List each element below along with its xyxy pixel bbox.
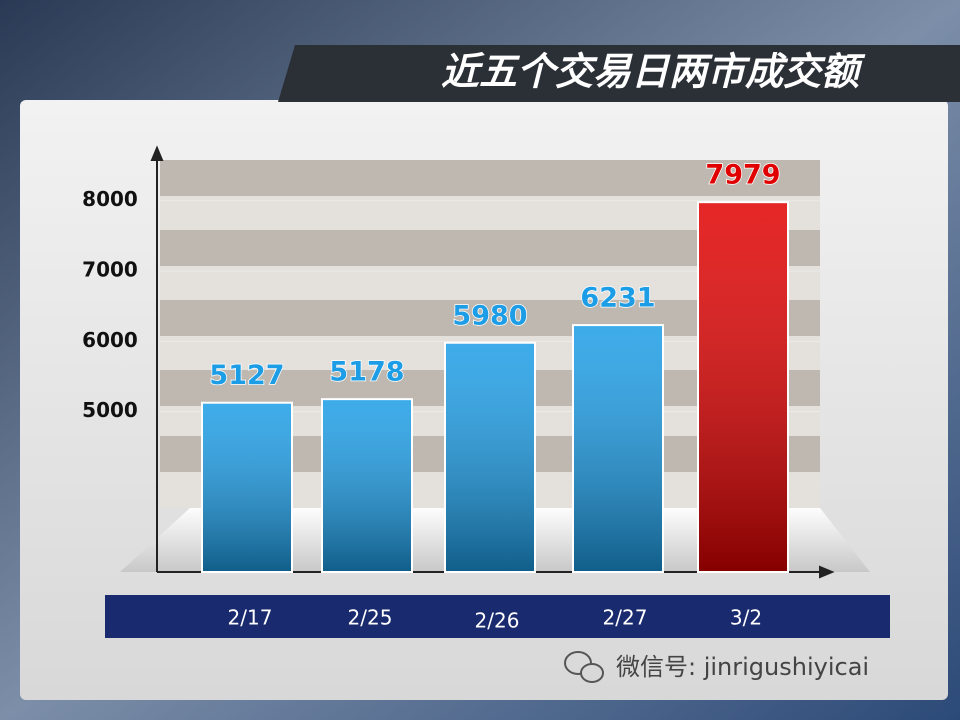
chart-title: 近五个交易日两市成交额 (441, 50, 866, 94)
x-tick-label: 2/17 (228, 606, 273, 630)
x-tick-label: 2/27 (603, 606, 648, 630)
value-label: 6231 (580, 283, 655, 314)
value-label: 7979 (705, 160, 780, 191)
y-tick-label: 6000 (82, 328, 138, 352)
bar-shade (574, 326, 662, 571)
y-tick-label: 7000 (82, 258, 138, 282)
value-label: 5980 (452, 300, 527, 331)
x-tick-label: 2/26 (475, 609, 520, 633)
bar-shade (323, 400, 411, 571)
wechat-icon (564, 651, 604, 683)
bar-shade (203, 403, 291, 571)
bar-shade (446, 343, 534, 571)
y-tick-label: 5000 (82, 398, 138, 422)
title-banner (278, 45, 960, 102)
y-tick-label: 8000 (82, 187, 138, 211)
x-tick-label: 3/2 (730, 606, 762, 630)
category-band (105, 595, 890, 638)
value-label: 5178 (329, 357, 404, 388)
bar-shade (699, 203, 787, 571)
footer: 微信号: jinrigushiyicai (616, 653, 869, 681)
x-tick-label: 2/25 (348, 606, 393, 630)
value-label: 5127 (209, 360, 284, 391)
